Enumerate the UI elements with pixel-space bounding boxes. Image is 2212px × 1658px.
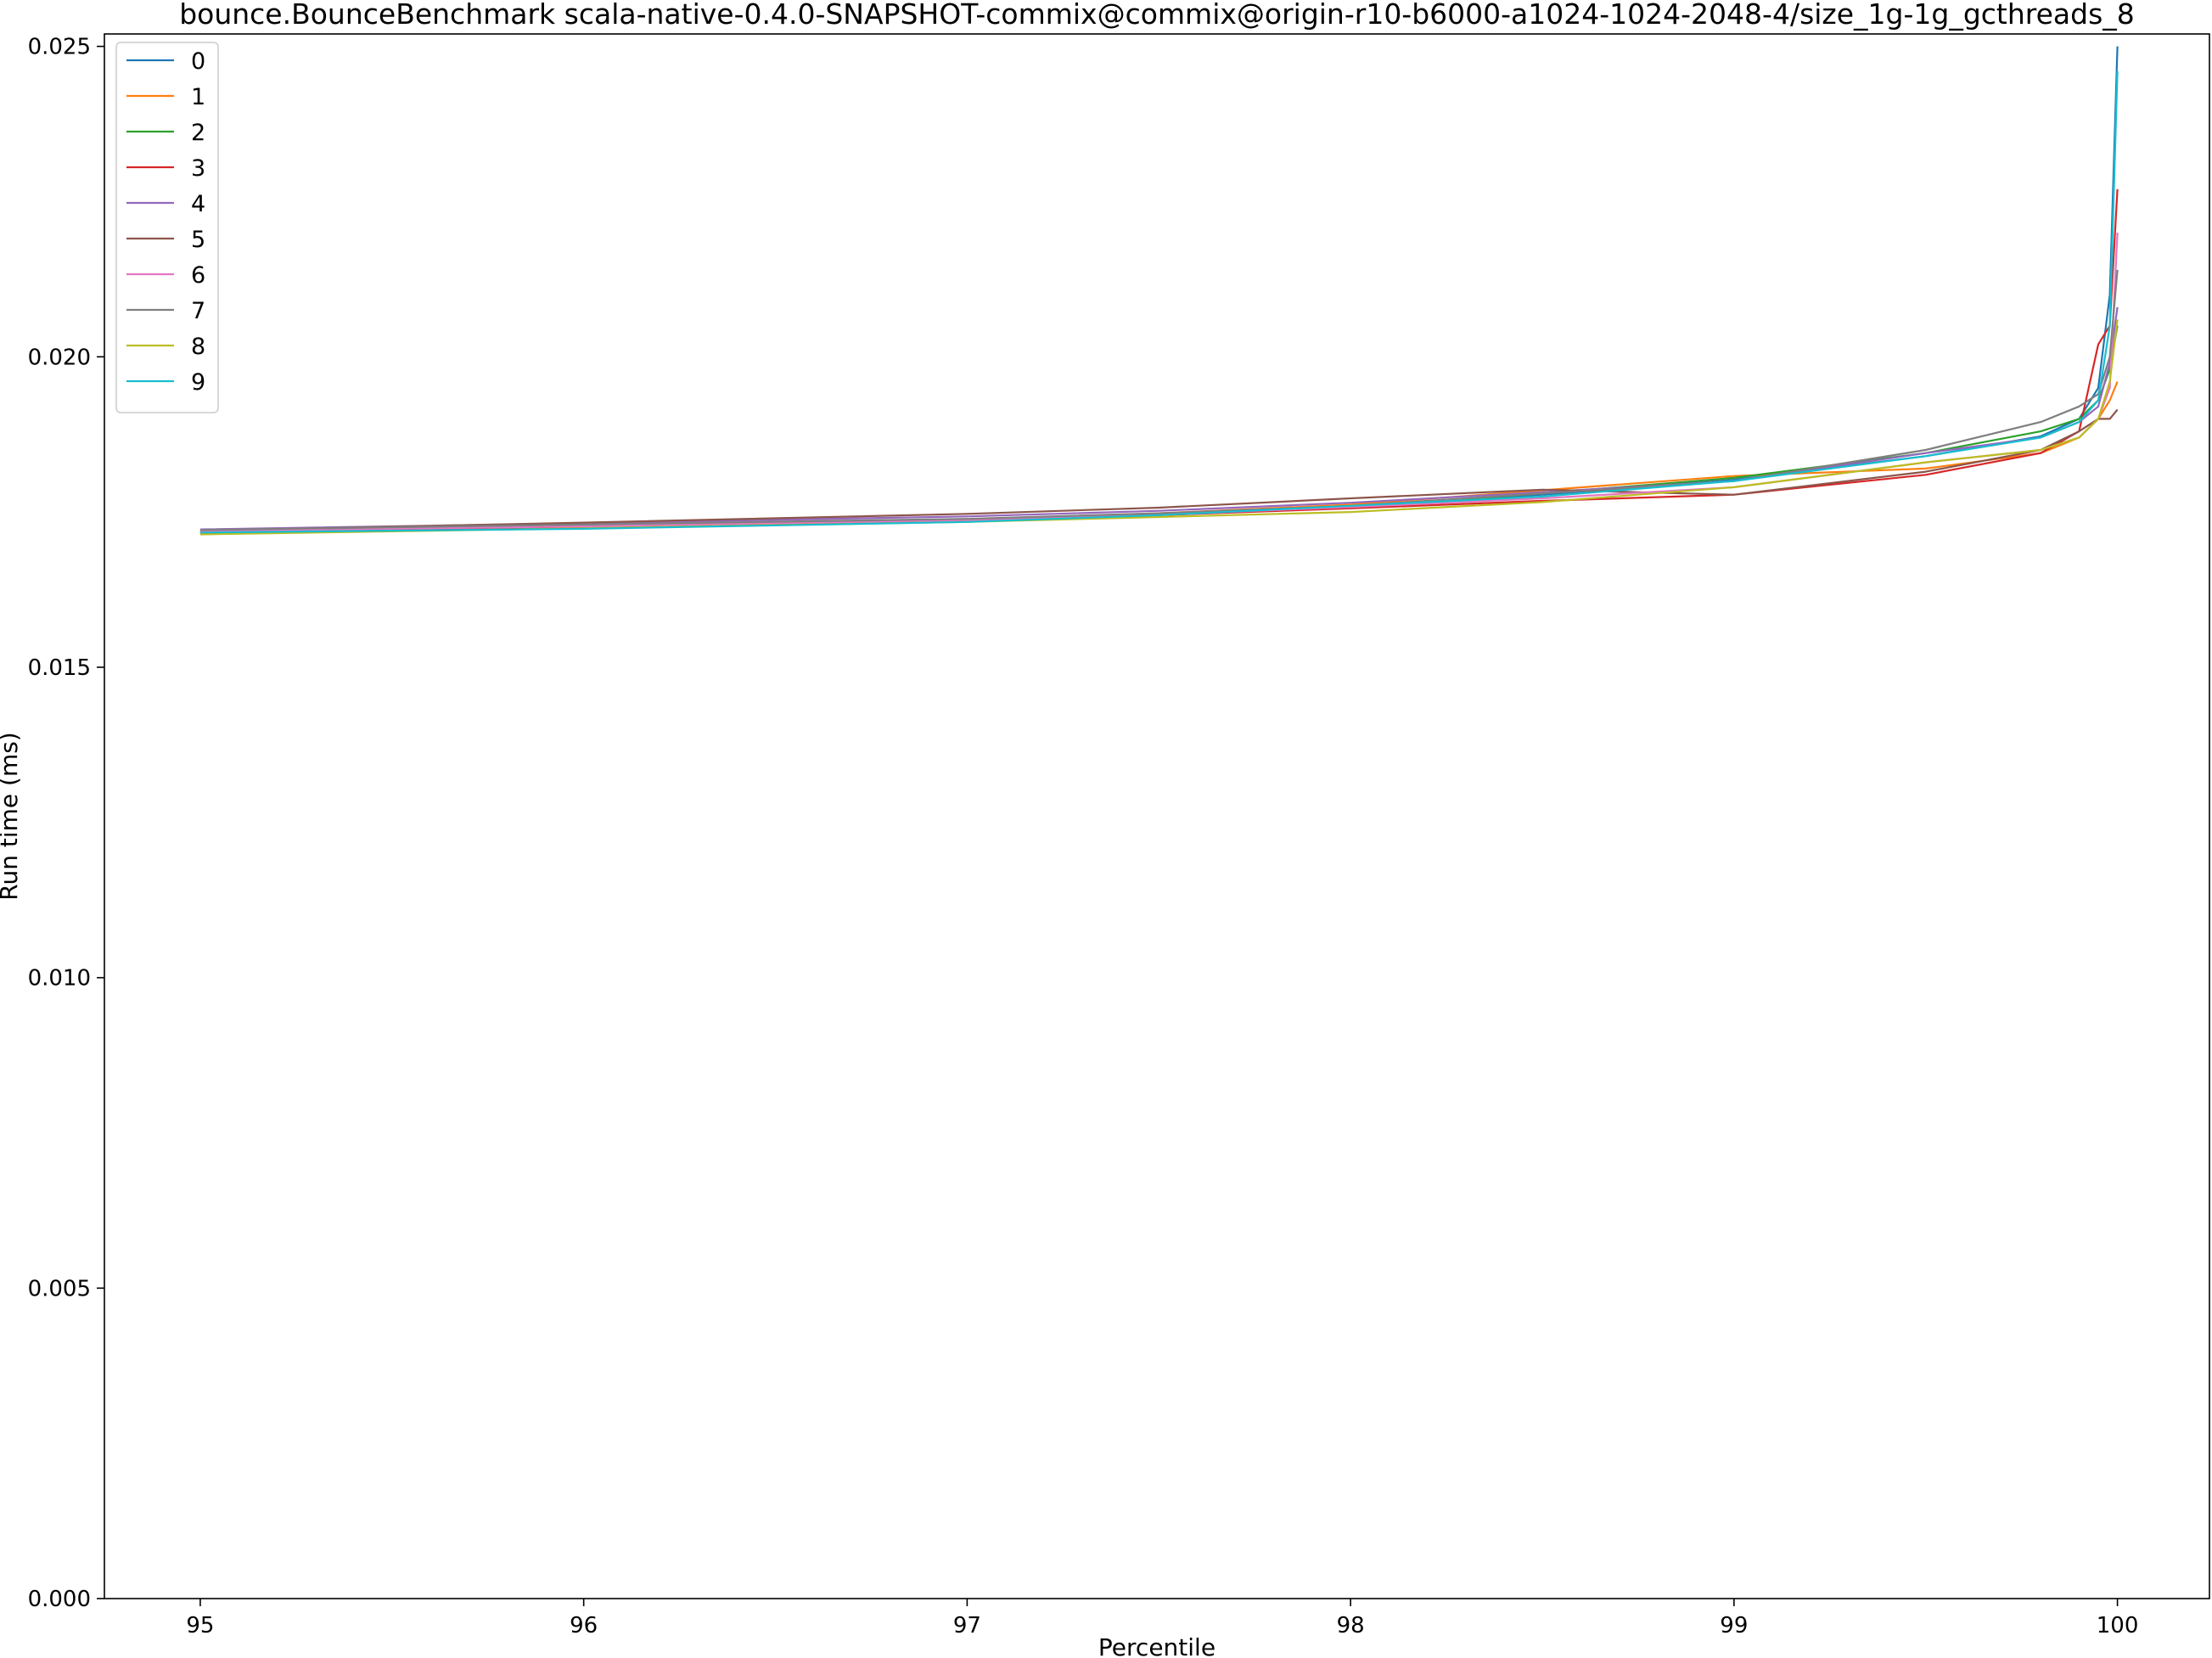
y-tick-label: 0.005 xyxy=(28,1276,91,1301)
legend-label-3: 3 xyxy=(191,155,205,182)
legend: 0 1 2 3 4 5 6 7 8 9 xyxy=(115,42,219,413)
axes-frame xyxy=(104,33,2210,1599)
y-axis-label: Run time (ms) xyxy=(0,732,23,900)
legend-label-9: 9 xyxy=(191,369,205,396)
x-tick-label: 99 xyxy=(1720,1613,1748,1638)
legend-label-7: 7 xyxy=(191,298,205,324)
x-tick-label: 100 xyxy=(2097,1613,2139,1638)
y-tick-label: 0.015 xyxy=(28,655,91,681)
legend-box xyxy=(115,42,219,413)
chart-title: bounce.BounceBenchmark scala-native-0.4.… xyxy=(179,0,2135,31)
legend-label-2: 2 xyxy=(191,120,205,146)
y-axis: 0.000 0.005 0.010 0.015 0.020 0.025 xyxy=(28,35,104,1612)
legend-label-8: 8 xyxy=(191,334,205,360)
legend-label-4: 4 xyxy=(191,191,205,217)
y-tick-label: 0.025 xyxy=(28,35,91,60)
y-tick-label: 0.000 xyxy=(28,1587,91,1612)
legend-label-0: 0 xyxy=(191,48,205,75)
x-tick-label: 97 xyxy=(953,1613,981,1638)
legend-label-6: 6 xyxy=(191,262,205,289)
x-tick-label: 96 xyxy=(570,1613,598,1638)
x-tick-label: 98 xyxy=(1337,1613,1365,1638)
series-line-9 xyxy=(199,70,2119,534)
legend-label-1: 1 xyxy=(191,84,205,110)
y-tick-label: 0.010 xyxy=(28,966,91,992)
x-axis-label: Percentile xyxy=(1098,1633,1215,1658)
x-tick-label: 95 xyxy=(186,1613,214,1638)
plot-area xyxy=(104,33,2210,1599)
series-group xyxy=(199,46,2119,536)
x-axis: 95 96 97 98 99 100 xyxy=(186,1599,2138,1638)
y-tick-label: 0.020 xyxy=(28,345,91,370)
legend-label-5: 5 xyxy=(191,227,205,253)
